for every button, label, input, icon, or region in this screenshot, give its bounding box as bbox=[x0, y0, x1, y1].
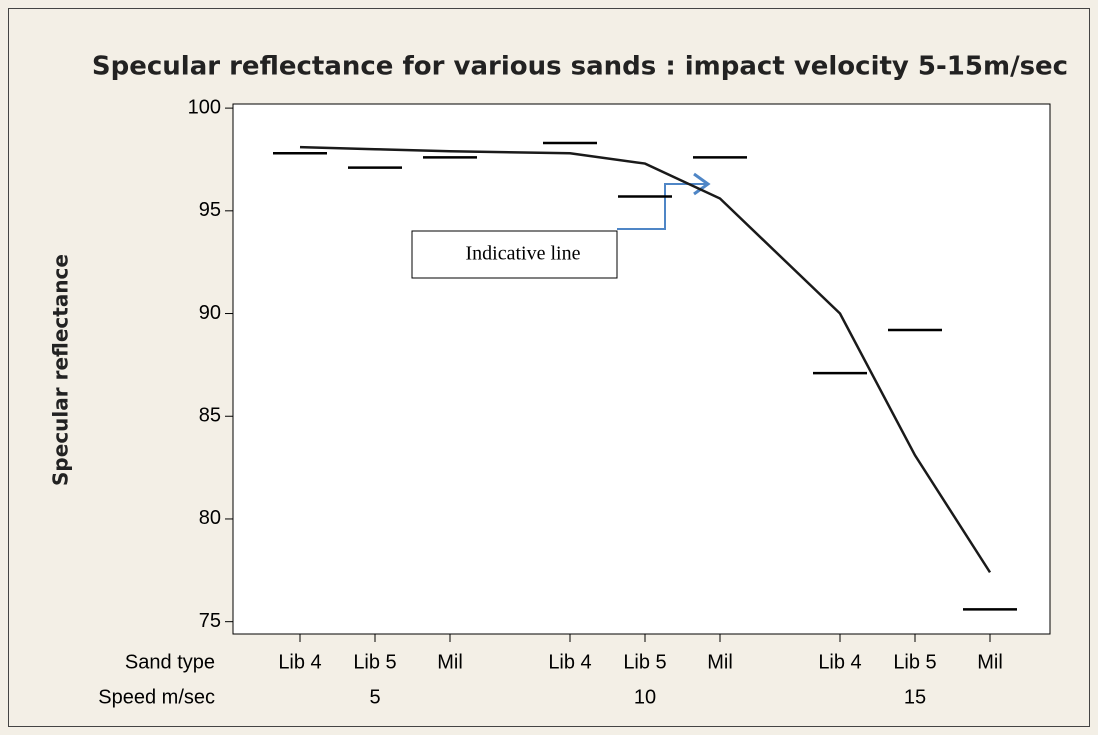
x-tick-label: Lib 4 bbox=[818, 651, 861, 673]
group-label: 15 bbox=[904, 686, 926, 708]
plot-area bbox=[232, 103, 1051, 635]
x-tick-label: Lib 5 bbox=[623, 651, 666, 673]
y-tick-label: 100 bbox=[188, 96, 221, 118]
frame bbox=[8, 8, 1090, 727]
x-tick-label: Lib 4 bbox=[278, 651, 321, 673]
row-label: Speed m/sec bbox=[98, 686, 215, 708]
x-tick-label: Lib 5 bbox=[353, 651, 396, 673]
annotation-box bbox=[411, 230, 618, 279]
arrow-head bbox=[693, 172, 711, 196]
annotation: Indicative line bbox=[466, 243, 581, 265]
x-tick-label: Mil bbox=[707, 651, 733, 673]
y-tick-label: 85 bbox=[199, 405, 221, 427]
x-tick-label: Mil bbox=[437, 651, 463, 673]
y-tick-label: 90 bbox=[199, 302, 221, 324]
x-tick-label: Mil bbox=[977, 651, 1003, 673]
indicative-line bbox=[299, 145, 992, 574]
y-tick-label: 80 bbox=[199, 507, 221, 529]
y-axis-label: Specular reflectance bbox=[49, 254, 73, 486]
x-tick-label: Lib 4 bbox=[548, 651, 591, 673]
group-label: 10 bbox=[634, 686, 656, 708]
y-tick-label: 75 bbox=[199, 610, 221, 632]
y-tick-label: 95 bbox=[199, 199, 221, 221]
annotation-arrow bbox=[617, 183, 706, 230]
x-tick-label: Lib 5 bbox=[893, 651, 936, 673]
row-label: Sand type bbox=[125, 651, 215, 673]
chart-title: Specular reflectance for various sands :… bbox=[92, 52, 1068, 82]
group-label: 5 bbox=[369, 686, 380, 708]
